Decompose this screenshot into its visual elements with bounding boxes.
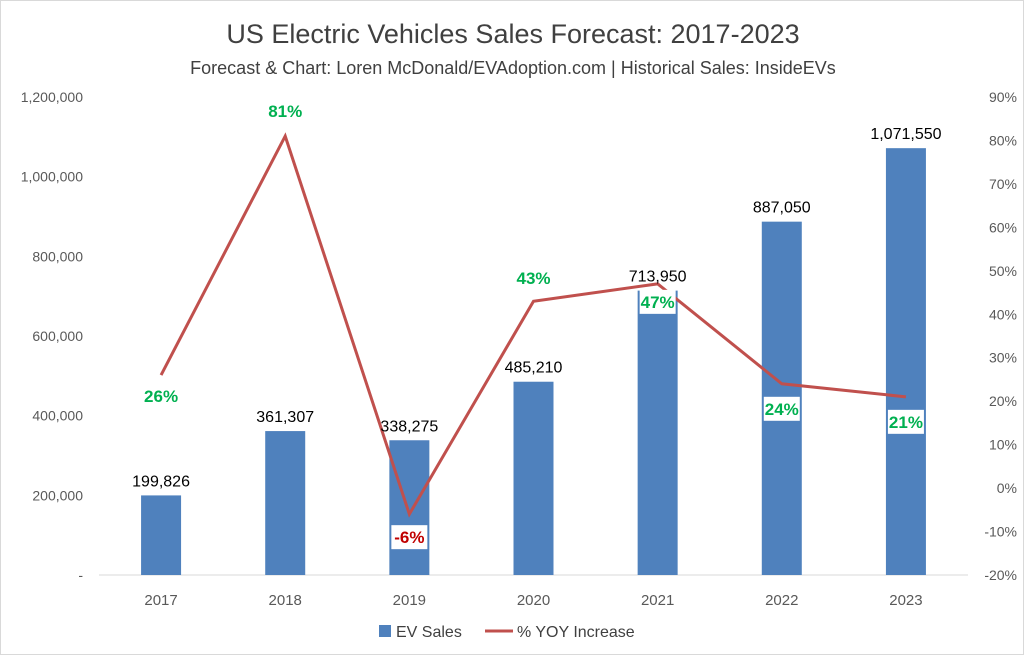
bar-ev-sales <box>637 290 678 575</box>
y-right-tick: 70% <box>989 176 1017 192</box>
y-right-tick: 60% <box>989 219 1017 235</box>
bar-value-label: 199,826 <box>132 473 190 490</box>
bar-value-label: 887,050 <box>753 200 811 217</box>
x-tick: 2017 <box>144 592 177 609</box>
chart-subtitle: Forecast & Chart: Loren McDonald/EVAdopt… <box>190 58 836 78</box>
y-right-tick: 20% <box>989 393 1017 409</box>
x-tick: 2018 <box>269 592 302 609</box>
legend-yoy: % YOY Increase <box>517 624 635 641</box>
x-tick: 2022 <box>765 592 798 609</box>
y-right-tick: 90% <box>989 89 1017 105</box>
y-left-tick: 800,000 <box>32 248 83 264</box>
y-left-tick: 200,000 <box>32 487 83 503</box>
yoy-label-bg <box>763 396 800 421</box>
yoy-label-bg <box>267 99 304 124</box>
bar-ev-sales <box>141 495 182 575</box>
y-left-tick: 600,000 <box>32 328 83 344</box>
legend: EV Sales % YOY Increase <box>379 624 635 641</box>
yoy-line <box>159 132 907 518</box>
yoy-label-bg <box>143 384 180 409</box>
y-right-tick: 30% <box>989 350 1017 366</box>
yoy-label-bg <box>639 289 676 314</box>
bar-value-label: 361,307 <box>256 409 314 426</box>
bar-value-label: 1,071,550 <box>870 126 941 143</box>
x-tick: 2021 <box>641 592 674 609</box>
yoy-value-label: 47% <box>641 293 675 312</box>
legend-ev-sales: EV Sales <box>396 624 462 641</box>
bar-value-label: 485,210 <box>505 360 563 377</box>
y-right-tick: 40% <box>989 306 1017 322</box>
x-tick: 2020 <box>517 592 550 609</box>
bar-ev-sales <box>265 431 306 575</box>
y-left-tick: 1,200,000 <box>21 89 83 105</box>
bar-value-label: 713,950 <box>629 269 687 286</box>
yoy-label-bg <box>887 409 924 434</box>
x-tick: 2023 <box>889 592 922 609</box>
yoy-label-bg <box>391 525 428 550</box>
y-right-tick: 80% <box>989 132 1017 148</box>
y-right-tick: -20% <box>984 567 1017 583</box>
legend-ev-sales-swatch <box>379 625 391 637</box>
chart-title: US Electric Vehicles Sales Forecast: 201… <box>226 19 799 49</box>
yoy-value-label: 43% <box>516 269 550 288</box>
yoy-value-label: -6% <box>394 528 424 547</box>
y-left-tick: 1,000,000 <box>21 169 83 185</box>
bar-value-label: 338,275 <box>380 418 438 435</box>
y-right-tick: 50% <box>989 263 1017 279</box>
yoy-value-label: 24% <box>765 400 799 419</box>
y-left-tick: 400,000 <box>32 408 83 424</box>
x-tick: 2019 <box>393 592 426 609</box>
y-right-tick: 0% <box>997 480 1017 496</box>
y-right-tick: 10% <box>989 437 1017 453</box>
y-left-tick: - <box>78 567 83 583</box>
bar-ev-sales <box>885 148 926 575</box>
yoy-label-bg <box>515 266 552 291</box>
y-right-tick: -10% <box>984 524 1017 540</box>
bar-ev-sales <box>389 440 430 575</box>
yoy-value-label: 81% <box>268 102 302 121</box>
yoy-value-label: 26% <box>144 387 178 406</box>
bar-ev-sales <box>513 381 554 575</box>
yoy-value-label: 21% <box>889 413 923 432</box>
